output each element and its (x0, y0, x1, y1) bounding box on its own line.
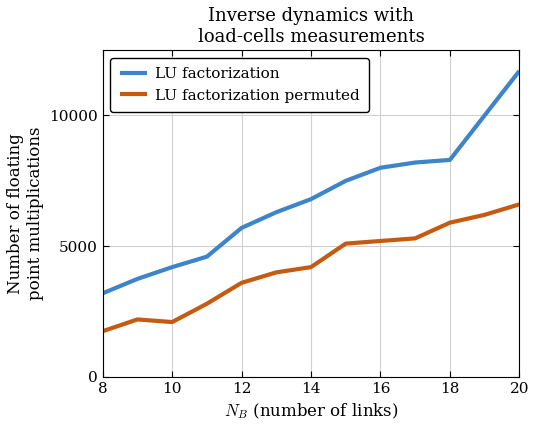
LU factorization (100, 291, 106, 296)
LU factorization permuted (308, 265, 314, 270)
Title: Inverse dynamics with
load-cells measurements: Inverse dynamics with load-cells measure… (198, 7, 425, 46)
LU factorization (169, 265, 175, 270)
LU factorization permuted (134, 317, 140, 322)
LU factorization (308, 196, 314, 202)
LU factorization (204, 254, 210, 259)
LU factorization permuted (204, 301, 210, 306)
LU factorization (343, 178, 349, 184)
Y-axis label: Number of floating
point multiplications: Number of floating point multiplications (7, 127, 43, 300)
LU factorization permuted (412, 236, 419, 241)
Legend: LU factorization, LU factorization permuted: LU factorization, LU factorization permu… (110, 58, 369, 112)
Line: LU factorization permuted: LU factorization permuted (103, 205, 519, 331)
LU factorization permuted (516, 202, 523, 207)
LU factorization permuted (343, 241, 349, 246)
X-axis label: $N_B$ (number of links): $N_B$ (number of links) (224, 401, 398, 421)
Line: LU factorization: LU factorization (103, 71, 519, 293)
LU factorization (134, 276, 140, 282)
LU factorization permuted (481, 212, 488, 217)
LU factorization permuted (446, 220, 453, 225)
LU factorization permuted (100, 329, 106, 334)
LU factorization (412, 160, 419, 165)
LU factorization (516, 68, 523, 74)
LU factorization (239, 225, 245, 230)
LU factorization (377, 165, 384, 170)
LU factorization permuted (169, 319, 175, 324)
LU factorization (481, 113, 488, 118)
LU factorization (446, 158, 453, 163)
LU factorization permuted (377, 238, 384, 244)
LU factorization permuted (239, 280, 245, 285)
LU factorization (273, 210, 279, 215)
LU factorization permuted (273, 270, 279, 275)
